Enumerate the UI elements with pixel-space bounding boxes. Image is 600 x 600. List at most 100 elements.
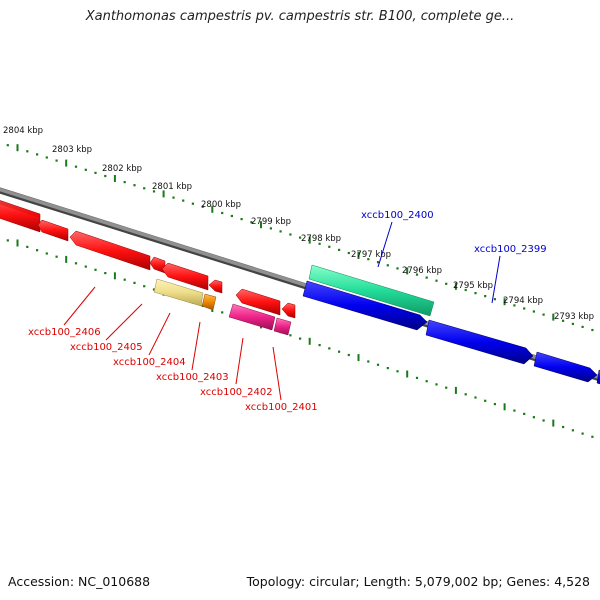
gene-label[interactable]: xccb100_2401 [245, 402, 318, 413]
accession-text: Accession: NC_010688 [8, 574, 151, 589]
minor-tick [474, 292, 477, 295]
gene-feature[interactable] [37, 219, 69, 242]
minor-tick [435, 383, 438, 386]
minor-tick [415, 376, 419, 379]
ruler-label: 2798 kbp [301, 234, 341, 244]
major-tick [357, 354, 360, 362]
gene-features-forward [302, 264, 600, 386]
minor-tick [318, 242, 321, 245]
gene-feature[interactable] [69, 230, 151, 271]
minor-tick [221, 311, 224, 314]
major-tick [308, 337, 311, 345]
gene-feature[interactable] [201, 293, 217, 311]
major-tick [16, 239, 19, 247]
minor-tick [484, 399, 487, 402]
major-tick [552, 419, 555, 427]
minor-tick [523, 412, 526, 415]
minor-tick [45, 252, 48, 255]
major-tick [406, 267, 409, 275]
minor-tick [493, 298, 496, 301]
gene-label-leaders [63, 221, 501, 401]
gene-feature[interactable] [208, 279, 223, 294]
minor-tick [532, 310, 535, 313]
minor-tick [152, 190, 156, 193]
minor-tick [367, 360, 370, 363]
minor-tick [415, 273, 419, 276]
outer-tick-ring [6, 144, 594, 332]
minor-tick [74, 165, 78, 168]
gene-label[interactable]: xccb100_2399 [474, 244, 547, 255]
gene-feature[interactable] [302, 280, 428, 331]
ruler-label: 2797 kbp [351, 250, 391, 260]
major-tick [211, 205, 214, 213]
major-tick [16, 144, 19, 152]
minor-tick [36, 249, 39, 252]
minor-tick [328, 245, 331, 248]
minor-tick [376, 261, 380, 264]
minor-tick [104, 272, 107, 275]
gene-feature[interactable] [0, 197, 41, 233]
major-tick [65, 255, 68, 263]
gene-feature[interactable] [153, 278, 204, 307]
gene-feature[interactable] [533, 351, 598, 383]
gene-feature[interactable] [273, 317, 292, 336]
minor-tick [445, 386, 448, 389]
map-title: Xanthomonas campestris pv. campestris st… [85, 9, 515, 24]
gene-label[interactable]: xccb100_2400 [361, 210, 434, 221]
minor-tick [123, 278, 126, 281]
ruler-label: 2800 kbp [201, 200, 241, 210]
minor-tick [435, 279, 438, 282]
gene-feature[interactable] [0, 197, 40, 218]
minor-tick [289, 334, 292, 337]
gene-feature[interactable] [425, 319, 534, 365]
minor-tick [542, 419, 545, 422]
ruler-label: 2803 kbp [52, 145, 92, 155]
minor-tick [318, 344, 321, 347]
gene-label[interactable]: xccb100_2405 [70, 342, 143, 353]
minor-tick [279, 230, 282, 233]
gene-feature[interactable] [281, 302, 296, 319]
gene-feature[interactable] [308, 264, 435, 317]
gene-feature[interactable] [149, 256, 166, 274]
major-tick [65, 159, 68, 167]
minor-tick [230, 214, 233, 218]
gene-label[interactable]: xccb100_2404 [113, 357, 186, 368]
ruler-labels: 2804 kbp 2803 kbp 2802 kbp 2801 kbp 2800… [3, 126, 594, 322]
gene-label[interactable]: xccb100_2406 [28, 327, 101, 338]
minor-tick [532, 416, 535, 419]
major-tick [503, 298, 506, 306]
major-tick [503, 403, 506, 411]
minor-tick [6, 144, 9, 147]
minor-tick [581, 432, 584, 435]
minor-tick [172, 196, 175, 199]
minor-tick [396, 370, 399, 373]
ruler-label: 2793 kbp [554, 312, 594, 322]
minor-tick [36, 153, 39, 156]
minor-tick [191, 202, 194, 205]
genome-summary-text: Topology: circular; Length: 5,079,002 bp… [246, 574, 590, 589]
minor-tick [84, 265, 87, 268]
minor-tick [571, 322, 574, 325]
minor-tick [182, 199, 185, 202]
ruler-label: 2794 kbp [503, 296, 543, 306]
minor-tick [123, 181, 126, 184]
minor-tick [562, 425, 565, 429]
minor-tick [55, 255, 58, 258]
gene-feature[interactable] [235, 288, 281, 316]
major-tick [552, 313, 555, 321]
minor-tick [425, 380, 428, 383]
gene-feature[interactable] [161, 262, 209, 291]
minor-tick [445, 282, 448, 285]
minor-tick [133, 281, 136, 284]
gene-label[interactable]: xccb100_2402 [200, 387, 273, 398]
gene-label[interactable]: xccb100_2403 [156, 372, 229, 383]
minor-tick [591, 328, 594, 332]
ruler-label: 2796 kbp [402, 266, 442, 276]
minor-tick [562, 319, 565, 322]
gene-feature[interactable] [228, 303, 276, 331]
minor-tick [347, 353, 350, 357]
gene-feature[interactable] [596, 369, 600, 386]
minor-tick [45, 156, 48, 159]
